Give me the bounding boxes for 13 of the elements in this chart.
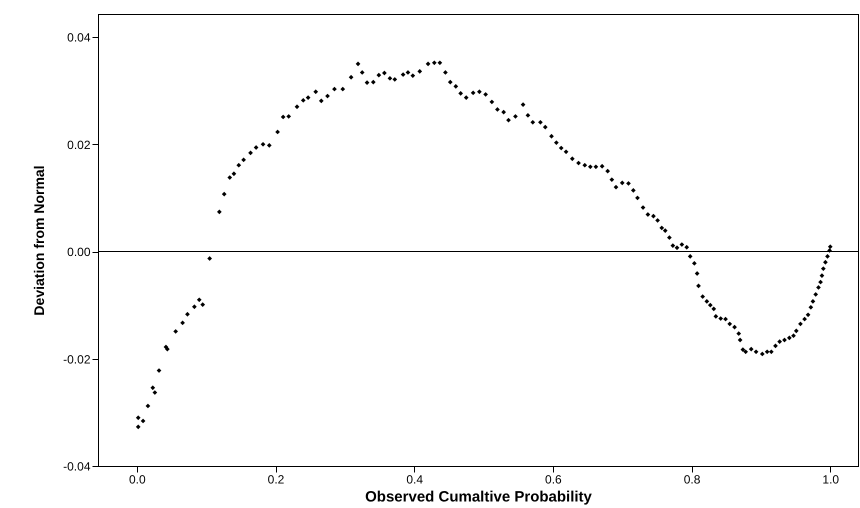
y-tick-label: 0.02 (67, 138, 91, 152)
y-tick-label: -0.04 (63, 460, 91, 474)
y-tick-label: 0.00 (67, 245, 91, 260)
y-tick-label: -0.02 (63, 352, 91, 366)
x-tick-label: 0.8 (684, 472, 701, 486)
y-tick-label: 0.04 (67, 30, 91, 45)
x-axis-title: Observed Cumaltive Probability (365, 488, 593, 506)
x-tick-label: 0.2 (268, 472, 285, 486)
x-tick-label: 1.0 (822, 472, 840, 486)
x-tick-label: 0.0 (128, 472, 146, 486)
x-tick-label: 0.6 (545, 472, 562, 486)
y-axis-title: Deviation from Normal (31, 165, 48, 316)
x-tick-label: 0.4 (406, 472, 424, 486)
